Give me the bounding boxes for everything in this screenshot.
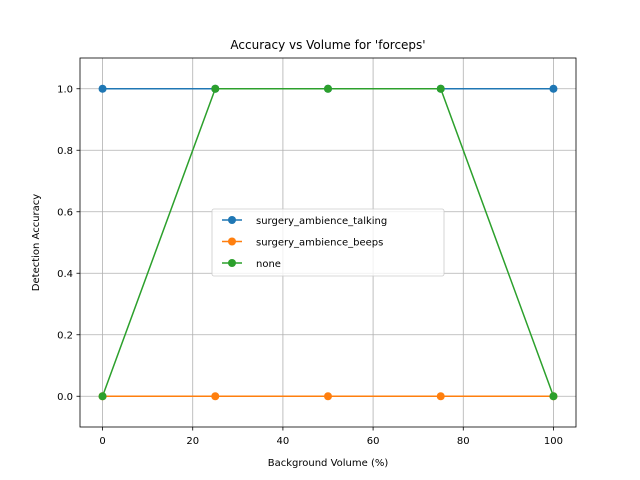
series-layer xyxy=(98,84,558,401)
x-tick-label: 80 xyxy=(457,436,470,447)
x-axis-label: Background Volume (%) xyxy=(268,458,389,469)
series-2-point xyxy=(436,84,445,93)
x-tick-label: 20 xyxy=(186,436,199,447)
series-1-point xyxy=(211,392,220,401)
series-1-point xyxy=(436,392,445,401)
plot-frame xyxy=(79,57,577,428)
series-1-point xyxy=(324,392,332,401)
legend-label-1: surgery_ambience_beeps xyxy=(256,238,383,249)
series-0-point xyxy=(98,84,107,93)
x-tick-label: 100 xyxy=(544,436,563,447)
legend: surgery_ambience_talking surgery_ambience… xyxy=(211,208,445,277)
y-tick-label: 0.4 xyxy=(57,269,73,280)
y-tick-label: 0.8 xyxy=(57,146,73,157)
y-tick-label: 0.6 xyxy=(57,207,73,218)
chart-title: Accuracy vs Volume for 'forceps' xyxy=(230,38,425,52)
tick-layer: 0 20 40 60 80 100 0.0 0.2 0.4 0.6 0.8 1.0 xyxy=(57,84,563,447)
legend-marker-2 xyxy=(228,259,236,267)
y-tick-label: 0.0 xyxy=(57,392,73,403)
series-2-point xyxy=(211,84,220,93)
x-tick-label: 60 xyxy=(367,436,380,447)
x-tick-label: 40 xyxy=(277,436,290,447)
series-2-point xyxy=(98,392,107,401)
legend-label-2: none xyxy=(256,259,281,270)
y-tick-label: 0.2 xyxy=(57,330,73,341)
legend-box xyxy=(211,208,445,277)
x-tick-label: 0 xyxy=(99,436,105,447)
y-axis-label: Detection Accuracy xyxy=(31,194,42,291)
y-tick-label: 1.0 xyxy=(57,84,73,95)
series-0-point xyxy=(549,84,558,93)
legend-marker-0 xyxy=(228,216,236,224)
legend-marker-1 xyxy=(228,237,236,246)
series-2-point xyxy=(549,392,558,401)
legend-label-0: surgery_ambience_talking xyxy=(256,216,387,227)
series-2-point xyxy=(324,84,332,93)
